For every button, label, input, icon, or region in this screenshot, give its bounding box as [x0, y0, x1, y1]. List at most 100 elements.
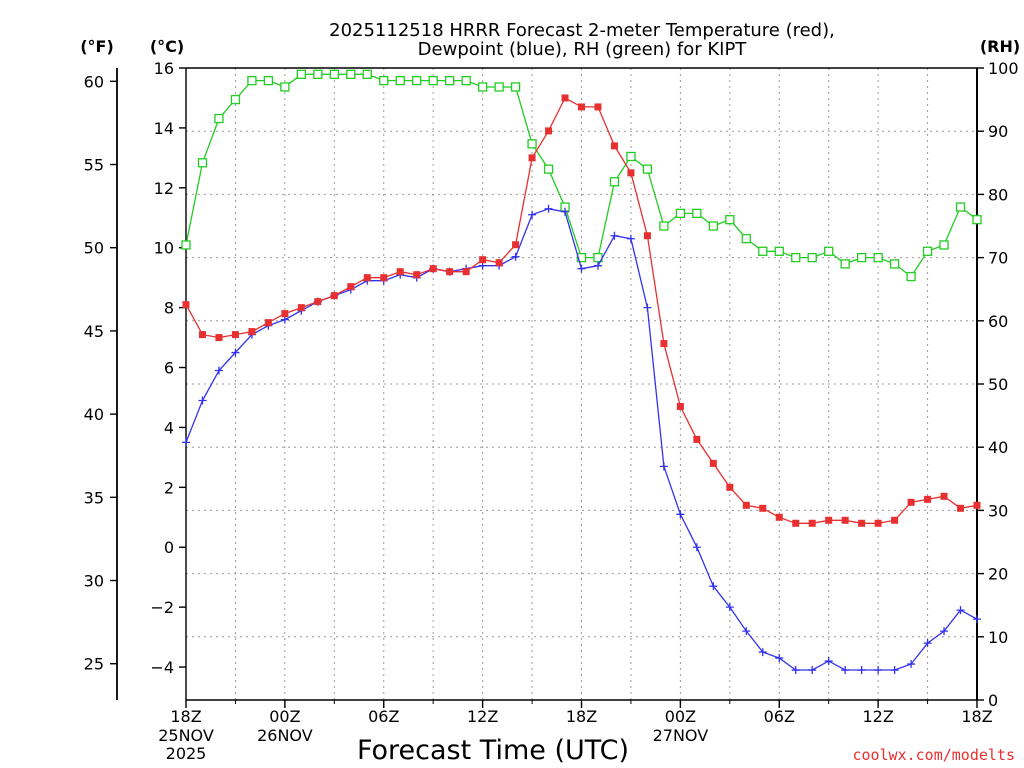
- dewpoint-point: [528, 210, 537, 219]
- 2-meter-temperature-point: [957, 504, 965, 512]
- 2-meter-temperature-point: [396, 268, 404, 276]
- rh-point: [230, 94, 241, 105]
- rh-point: [609, 177, 620, 187]
- dewpoint-point: [758, 648, 767, 657]
- 2-meter-temperature-point: [594, 103, 602, 111]
- dewpoint-point: [791, 666, 800, 675]
- dewpoint-point: [824, 657, 833, 666]
- dewpoint-point: [577, 264, 586, 273]
- rh-point: [510, 82, 521, 92]
- rh-tick-label: 0: [988, 691, 998, 710]
- fahrenheit-tick-label: 30: [84, 572, 104, 591]
- dewpoint-point: [709, 582, 718, 591]
- rh-point: [791, 252, 801, 263]
- rh-point: [263, 75, 274, 86]
- celsius-tick-label: 10: [154, 239, 174, 258]
- rh-tick-label: 50: [988, 375, 1008, 394]
- rh-point: [955, 202, 966, 212]
- dewpoint-point: [841, 666, 850, 675]
- dewpoint-point: [182, 438, 190, 447]
- celsius-tick-label: 6: [164, 359, 174, 378]
- rh-tick-label: 20: [988, 565, 1008, 584]
- fahrenheit-tick-label: 40: [84, 405, 104, 424]
- fahrenheit-tick-label: 25: [84, 655, 104, 674]
- rh-tick-label: 10: [988, 628, 1008, 647]
- fahrenheit-axis-unit: (°F): [80, 37, 114, 56]
- 2-meter-temperature-point: [264, 319, 272, 327]
- rh-point: [675, 208, 686, 219]
- celsius-tick-label: 12: [154, 179, 174, 198]
- 2-meter-temperature-point: [907, 498, 915, 506]
- 2-meter-temperature-point: [792, 519, 800, 527]
- 2-meter-temperature-point: [231, 331, 239, 339]
- rh-point: [692, 208, 702, 219]
- rh-point: [758, 246, 768, 256]
- celsius-axis-unit: (°C): [150, 37, 184, 56]
- dewpoint-point: [923, 639, 932, 648]
- rh-point: [296, 69, 307, 79]
- rh-point: [774, 246, 784, 256]
- x-tick-date-label: 27NOV: [653, 726, 709, 745]
- 2-meter-temperature-point: [182, 301, 190, 309]
- x-axis-title: Forecast Time (UTC): [357, 735, 629, 766]
- 2-meter-temperature-point: [215, 334, 223, 342]
- 2-meter-temperature-point: [528, 154, 536, 162]
- rh-point: [527, 139, 537, 149]
- 2-meter-temperature-point: [512, 241, 520, 249]
- rh-point: [725, 215, 735, 225]
- x-tick-label: 18Z: [170, 707, 201, 726]
- 2-meter-temperature-point: [380, 274, 388, 282]
- rh-point: [824, 246, 834, 256]
- axes: [110, 67, 984, 708]
- 2-meter-temperature-point: [363, 274, 371, 282]
- rh-point: [741, 233, 751, 244]
- dewpoint-point: [725, 603, 734, 612]
- 2-meter-temperature-point: [742, 501, 750, 509]
- website-credit: coolwx.com/modelts: [852, 746, 1015, 764]
- rh-tick-label: 70: [988, 249, 1008, 268]
- rh-point: [247, 75, 257, 86]
- rh-point: [840, 259, 850, 269]
- 2-meter-temperature-point: [825, 516, 833, 524]
- 2-meter-temperature-point: [545, 127, 553, 135]
- celsius-tick-label: 0: [164, 538, 174, 557]
- rh-point: [197, 158, 208, 168]
- celsius-tick-label: 2: [164, 478, 174, 497]
- 2-meter-temperature-point: [578, 103, 585, 111]
- rh-tick-label: 90: [988, 122, 1008, 141]
- rh-point: [280, 82, 290, 92]
- 2-meter-temperature-point: [726, 483, 734, 491]
- rh-point: [461, 75, 471, 86]
- rh-point: [412, 75, 422, 86]
- rh-point: [445, 75, 455, 86]
- 2-meter-temperature-point: [446, 268, 454, 276]
- celsius-tick-label: 14: [154, 119, 174, 138]
- x-tick-label: 18Z: [961, 707, 992, 726]
- rh-point: [346, 69, 356, 79]
- rh-point: [659, 221, 669, 231]
- celsius-tick-label: −2: [150, 598, 174, 617]
- rh-point: [856, 252, 867, 263]
- rh-point: [972, 215, 982, 225]
- celsius-tick-label: −4: [150, 658, 174, 677]
- dewpoint-point: [676, 510, 685, 519]
- dewpoint-point: [231, 348, 240, 357]
- 2-meter-temperature-point: [462, 268, 470, 276]
- x-tick-label: 00Z: [269, 707, 300, 726]
- data-series: [181, 69, 982, 675]
- chart-title-line1: 2025112518 HRRR Forecast 2-meter Tempera…: [329, 20, 835, 41]
- dewpoint-point: [775, 654, 784, 663]
- rh-point: [708, 221, 718, 231]
- fahrenheit-tick-label: 50: [84, 239, 104, 258]
- rh-point: [181, 240, 191, 250]
- 2-meter-temperature-point: [281, 310, 289, 318]
- rh-point: [576, 252, 587, 263]
- dewpoint-point: [610, 231, 619, 240]
- 2-meter-temperature-point: [643, 232, 651, 240]
- rh-point: [922, 246, 933, 256]
- 2-meter-temperature-point: [841, 516, 849, 524]
- 2-meter-temperature-point: [874, 519, 882, 527]
- x-tick-label: 12Z: [467, 707, 498, 726]
